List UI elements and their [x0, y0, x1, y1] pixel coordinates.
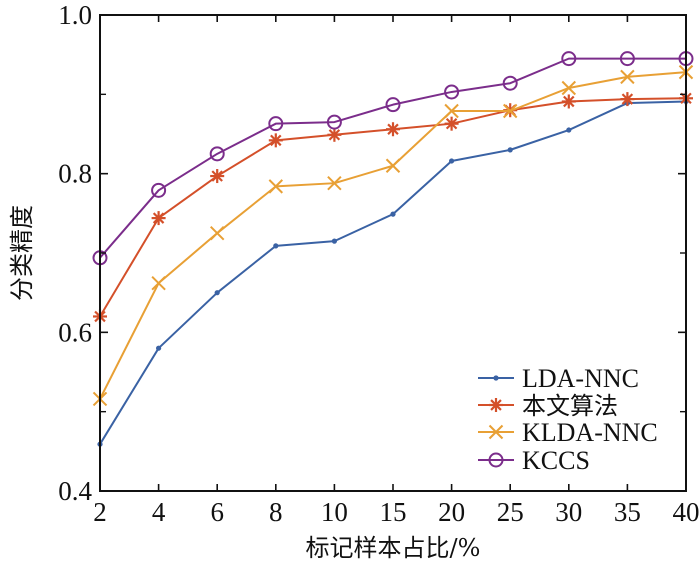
series-lda-nnc-point [507, 147, 513, 153]
series-lda-nnc-point [449, 158, 455, 164]
series-kccs-line [99, 57, 686, 259]
series-klda-nnc-point [268, 179, 284, 194]
y-tick-label: 0.6 [58, 317, 92, 347]
series-proposed-point [210, 169, 225, 184]
x-tick-label: 8 [269, 497, 283, 527]
series-klda-nnc-point [620, 69, 635, 85]
series-proposed-point [151, 211, 166, 226]
legend-label: KLDA-NNC [522, 418, 658, 447]
x-tick-label: 10 [321, 497, 348, 527]
series-lda-nnc-point [156, 345, 162, 351]
x-tick-label: 4 [152, 497, 166, 527]
series-kccs-point [151, 182, 167, 198]
series-kccs [92, 51, 694, 266]
legend-swatch-marker [489, 398, 503, 412]
series-klda-nnc-line [99, 71, 687, 400]
series-kccs-point [444, 84, 460, 100]
legend-item-lda-nnc: LDA-NNC [478, 364, 639, 393]
series-klda-nnc-point [444, 103, 459, 119]
series-lda-nnc [97, 98, 689, 447]
series-kccs-point [561, 51, 577, 67]
legend-swatch-marker [488, 424, 504, 440]
series-proposed-point [327, 127, 342, 142]
series-klda-nnc-point [151, 275, 166, 291]
legend-label: KCCS [522, 446, 590, 475]
y-tick-label: 0.8 [58, 159, 92, 189]
x-tick-label: 30 [555, 497, 582, 527]
series-lda-nnc-point [273, 243, 279, 249]
series-kccs-point [326, 114, 342, 130]
series-proposed [93, 91, 693, 324]
series-klda-nnc [92, 64, 694, 407]
series-lda-nnc-point [566, 127, 572, 133]
series-proposed-point [386, 122, 400, 137]
series-proposed-point [620, 92, 635, 107]
legend-label: LDA-NNC [522, 364, 639, 393]
x-tick-label: 15 [380, 497, 407, 527]
x-tick-label: 20 [438, 497, 465, 527]
x-axis-title: 标记样本占比/% [306, 534, 481, 562]
series-kccs-point [209, 146, 225, 162]
series-kccs-point [502, 75, 518, 91]
y-tick-label: 0.4 [58, 476, 92, 506]
x-axis: 2 4 6 8 10 15 20 25 30 35 40 [93, 15, 700, 527]
x-tick-label: 2 [93, 497, 107, 527]
series-klda-nnc-point [502, 103, 518, 119]
legend-swatch-marker [493, 375, 499, 381]
series-lda-nnc-point [390, 211, 396, 217]
series-kccs-point [619, 51, 635, 67]
series-lda-nnc-point [331, 238, 337, 244]
series-klda-nnc-point [385, 158, 401, 173]
legend-item-kccs: KCCS [478, 446, 590, 475]
x-tick-label: 35 [614, 497, 641, 527]
y-tick-label: 1.0 [58, 0, 92, 30]
series-klda-nnc-point [327, 175, 342, 191]
x-tick-label: 6 [210, 497, 224, 527]
series-proposed-point [444, 116, 459, 131]
legend-swatch-marker [488, 452, 504, 468]
series-proposed-point [561, 94, 576, 109]
x-tick-label: 40 [673, 497, 700, 527]
legend-label: 本文算法 [522, 392, 618, 420]
series-kccs-point [268, 116, 284, 132]
legend-item-proposed: 本文算法 [478, 392, 618, 420]
series-kccs-point [385, 97, 401, 113]
series-proposed-point [268, 133, 283, 148]
y-axis: 0.4 0.6 0.8 1.0 [58, 0, 686, 506]
y-axis-title: 分类精度 [8, 205, 36, 301]
legend-item-klda-nnc: KLDA-NNC [478, 418, 658, 447]
x-tick-label: 25 [497, 497, 524, 527]
series-lda-nnc-point [214, 290, 220, 296]
series-klda-nnc-point [209, 225, 225, 241]
series-klda-nnc-point [561, 80, 577, 96]
